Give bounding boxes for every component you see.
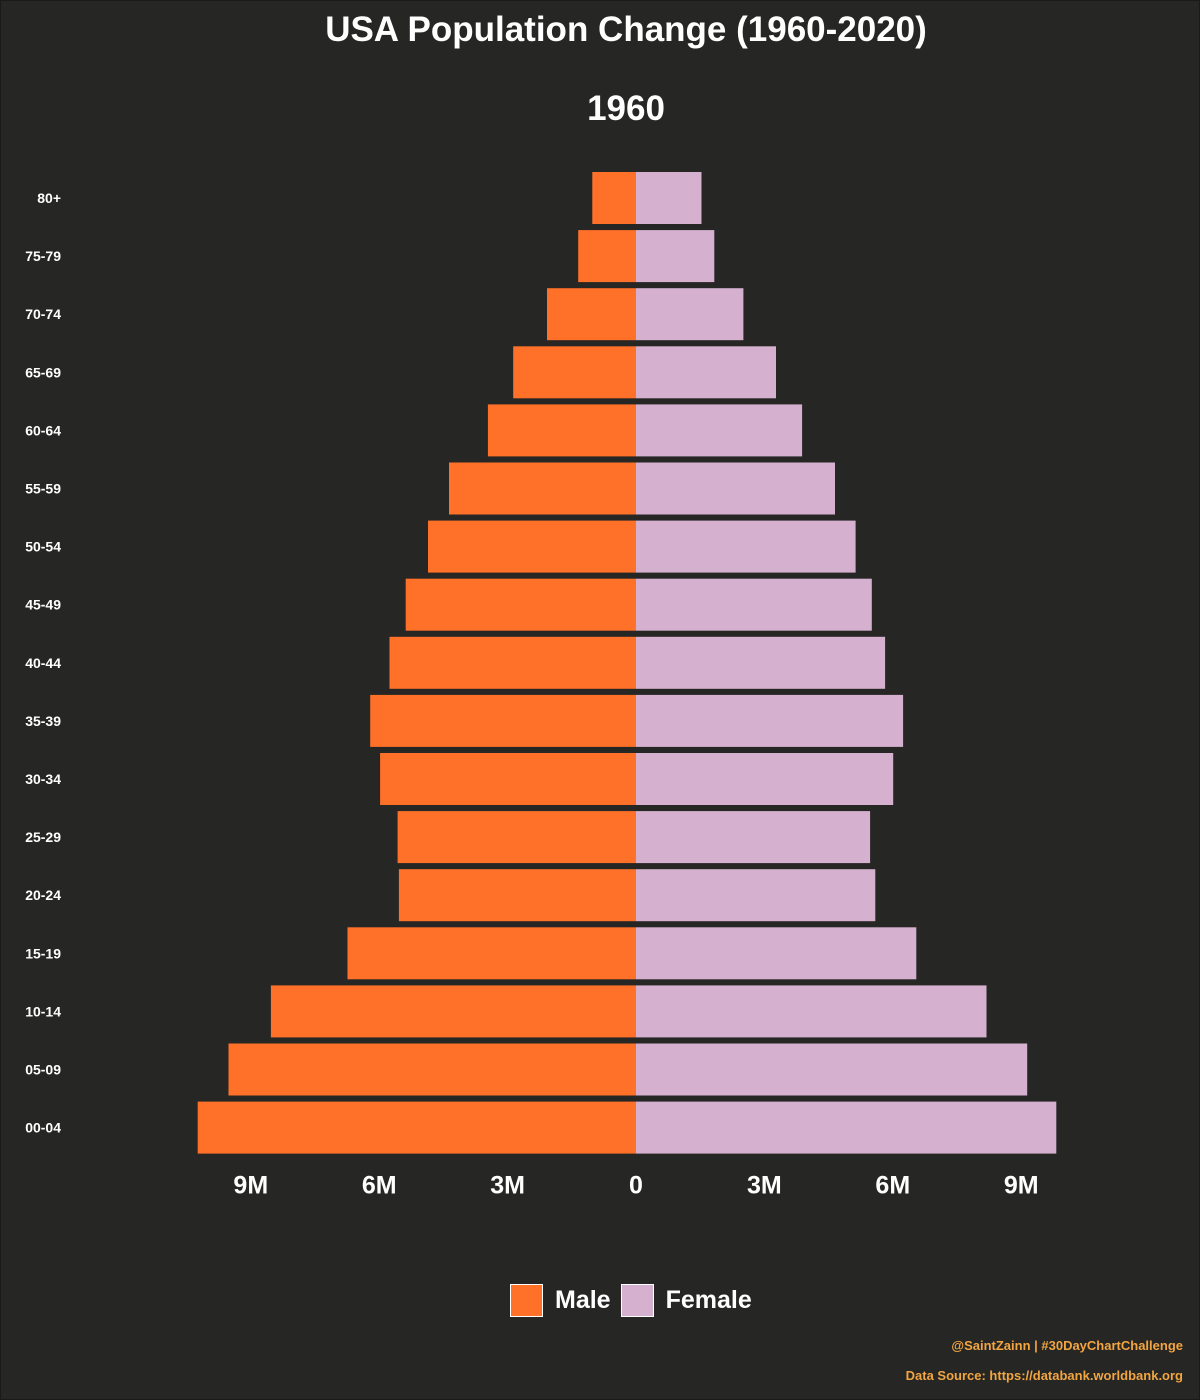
- bar-female-20-24: [636, 869, 876, 922]
- bar-female-70-74: [636, 288, 744, 341]
- x-tick-label: 9M: [233, 1172, 268, 1200]
- legend-label-male: Male: [555, 1286, 611, 1314]
- population-pyramid-chart: 80+ 75-79 70-74 65-69 60-64 55-59 50-54 45-49 40…: [25, 172, 1057, 1200]
- data-source-credit: Data Source: https://databank.worldbank.…: [905, 1368, 1183, 1383]
- bar-female-45-49: [636, 578, 872, 631]
- bar-female-30-34: [636, 753, 894, 805]
- y-tick-label: 45-49: [25, 597, 61, 613]
- bar-male-40-44: [389, 636, 636, 689]
- bar-male-35-39: [370, 694, 636, 747]
- y-tick-label: 15-19: [25, 945, 61, 961]
- bar-male-55-59: [449, 462, 636, 515]
- bar-male-15-19: [347, 927, 636, 980]
- y-tick-label: 40-44: [25, 655, 61, 671]
- bar-female-00-04: [636, 1101, 1057, 1154]
- bar-female-25-29: [636, 811, 871, 864]
- y-tick-label: 60-64: [25, 422, 61, 438]
- bar-female-65-69: [636, 346, 776, 399]
- y-tick-label: 70-74: [25, 306, 61, 322]
- x-tick-label: 6M: [875, 1172, 910, 1200]
- legend-swatch-female: [620, 1284, 654, 1317]
- bar-male-30-34: [380, 753, 636, 805]
- y-tick-label: 20-24: [25, 887, 61, 903]
- y-tick-label: 30-34: [25, 771, 61, 787]
- author-credit: @SaintZainn | #30DayChartChallenge: [951, 1338, 1183, 1353]
- bar-male-80+: [592, 172, 636, 224]
- bar-male-50-54: [428, 520, 636, 573]
- y-tick-label: 25-29: [25, 829, 61, 845]
- y-tick-label: 35-39: [25, 713, 61, 729]
- bar-male-75-79: [578, 230, 636, 283]
- bar-female-80+: [636, 172, 702, 224]
- bar-female-55-59: [636, 462, 835, 515]
- chart-subtitle: 1960: [587, 89, 665, 128]
- legend-label-female: Female: [665, 1286, 752, 1314]
- y-tick-label: 65-69: [25, 364, 61, 380]
- bar-male-60-64: [487, 404, 636, 457]
- bar-female-40-44: [636, 636, 886, 689]
- chart-title: USA Population Change (1960-2020): [325, 10, 927, 49]
- x-tick-label: 6M: [362, 1172, 397, 1200]
- bar-male-20-24: [398, 869, 636, 922]
- bar-male-65-69: [513, 346, 636, 399]
- bar-female-10-14: [636, 985, 987, 1038]
- legend: Male Female: [510, 1284, 762, 1317]
- legend-swatch-male: [510, 1284, 543, 1317]
- x-tick-label: 9M: [1004, 1172, 1039, 1200]
- y-tick-label: 75-79: [25, 248, 61, 264]
- x-tick-label: 3M: [490, 1172, 525, 1200]
- bar-female-75-79: [636, 230, 715, 283]
- x-tick-label: 0: [629, 1172, 643, 1200]
- bar-female-35-39: [636, 694, 904, 747]
- legend-item-female: Female: [620, 1284, 752, 1317]
- bar-male-00-04: [197, 1101, 636, 1154]
- bar-male-05-09: [228, 1043, 636, 1096]
- bar-female-50-54: [636, 520, 856, 573]
- y-tick-label: 00-04: [25, 1120, 61, 1136]
- bar-female-60-64: [636, 404, 803, 457]
- bar-male-10-14: [270, 985, 636, 1038]
- bar-female-05-09: [636, 1043, 1028, 1096]
- x-tick-label: 3M: [747, 1172, 782, 1200]
- y-tick-label: 55-59: [25, 481, 61, 497]
- y-tick-label: 50-54: [25, 539, 61, 555]
- legend-item-male: Male: [510, 1284, 611, 1317]
- bar-female-15-19: [636, 927, 917, 980]
- y-tick-label: 80+: [37, 190, 61, 206]
- y-tick-label: 05-09: [25, 1062, 61, 1078]
- bar-male-70-74: [547, 288, 636, 341]
- y-tick-label: 10-14: [25, 1003, 61, 1019]
- bar-male-45-49: [405, 578, 636, 631]
- bar-male-25-29: [397, 811, 636, 864]
